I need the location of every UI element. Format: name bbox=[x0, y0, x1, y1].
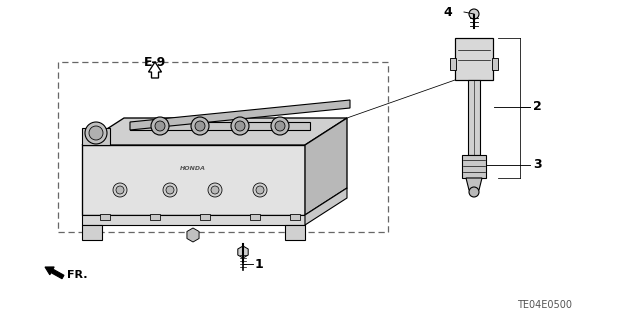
Circle shape bbox=[231, 117, 249, 135]
Bar bbox=[200, 214, 210, 220]
Bar bbox=[290, 214, 300, 220]
Circle shape bbox=[89, 126, 103, 140]
Circle shape bbox=[116, 186, 124, 194]
Polygon shape bbox=[82, 215, 305, 225]
Text: 4: 4 bbox=[444, 5, 452, 19]
Circle shape bbox=[235, 121, 245, 131]
Polygon shape bbox=[305, 118, 347, 215]
Circle shape bbox=[191, 117, 209, 135]
Circle shape bbox=[469, 9, 479, 19]
Text: TE04E0500: TE04E0500 bbox=[518, 300, 573, 310]
Polygon shape bbox=[130, 122, 310, 130]
Circle shape bbox=[211, 186, 219, 194]
Polygon shape bbox=[82, 225, 102, 240]
FancyArrow shape bbox=[45, 267, 64, 279]
Polygon shape bbox=[82, 128, 110, 145]
Text: 1: 1 bbox=[255, 257, 264, 271]
Circle shape bbox=[271, 117, 289, 135]
Polygon shape bbox=[455, 38, 493, 80]
Polygon shape bbox=[450, 58, 456, 70]
Polygon shape bbox=[466, 178, 482, 190]
Polygon shape bbox=[82, 145, 305, 215]
Circle shape bbox=[469, 187, 479, 197]
Polygon shape bbox=[468, 80, 480, 155]
Text: 2: 2 bbox=[533, 100, 541, 114]
Circle shape bbox=[256, 186, 264, 194]
Polygon shape bbox=[130, 100, 350, 130]
Circle shape bbox=[166, 186, 174, 194]
Circle shape bbox=[275, 121, 285, 131]
Bar bbox=[250, 214, 260, 220]
Circle shape bbox=[155, 121, 165, 131]
Bar bbox=[58, 62, 388, 232]
Text: HONDA: HONDA bbox=[180, 166, 206, 170]
FancyArrow shape bbox=[148, 62, 161, 78]
Polygon shape bbox=[285, 225, 305, 240]
Polygon shape bbox=[305, 188, 347, 225]
Circle shape bbox=[151, 117, 169, 135]
Bar bbox=[150, 214, 160, 220]
Circle shape bbox=[208, 183, 222, 197]
Text: 3: 3 bbox=[533, 159, 541, 172]
Circle shape bbox=[85, 122, 107, 144]
Polygon shape bbox=[492, 58, 498, 70]
Text: E-9: E-9 bbox=[144, 56, 166, 69]
Circle shape bbox=[195, 121, 205, 131]
Circle shape bbox=[253, 183, 267, 197]
Text: FR.: FR. bbox=[67, 270, 88, 280]
Polygon shape bbox=[82, 118, 347, 145]
Bar bbox=[100, 214, 110, 220]
Polygon shape bbox=[462, 155, 486, 178]
Circle shape bbox=[163, 183, 177, 197]
Circle shape bbox=[113, 183, 127, 197]
